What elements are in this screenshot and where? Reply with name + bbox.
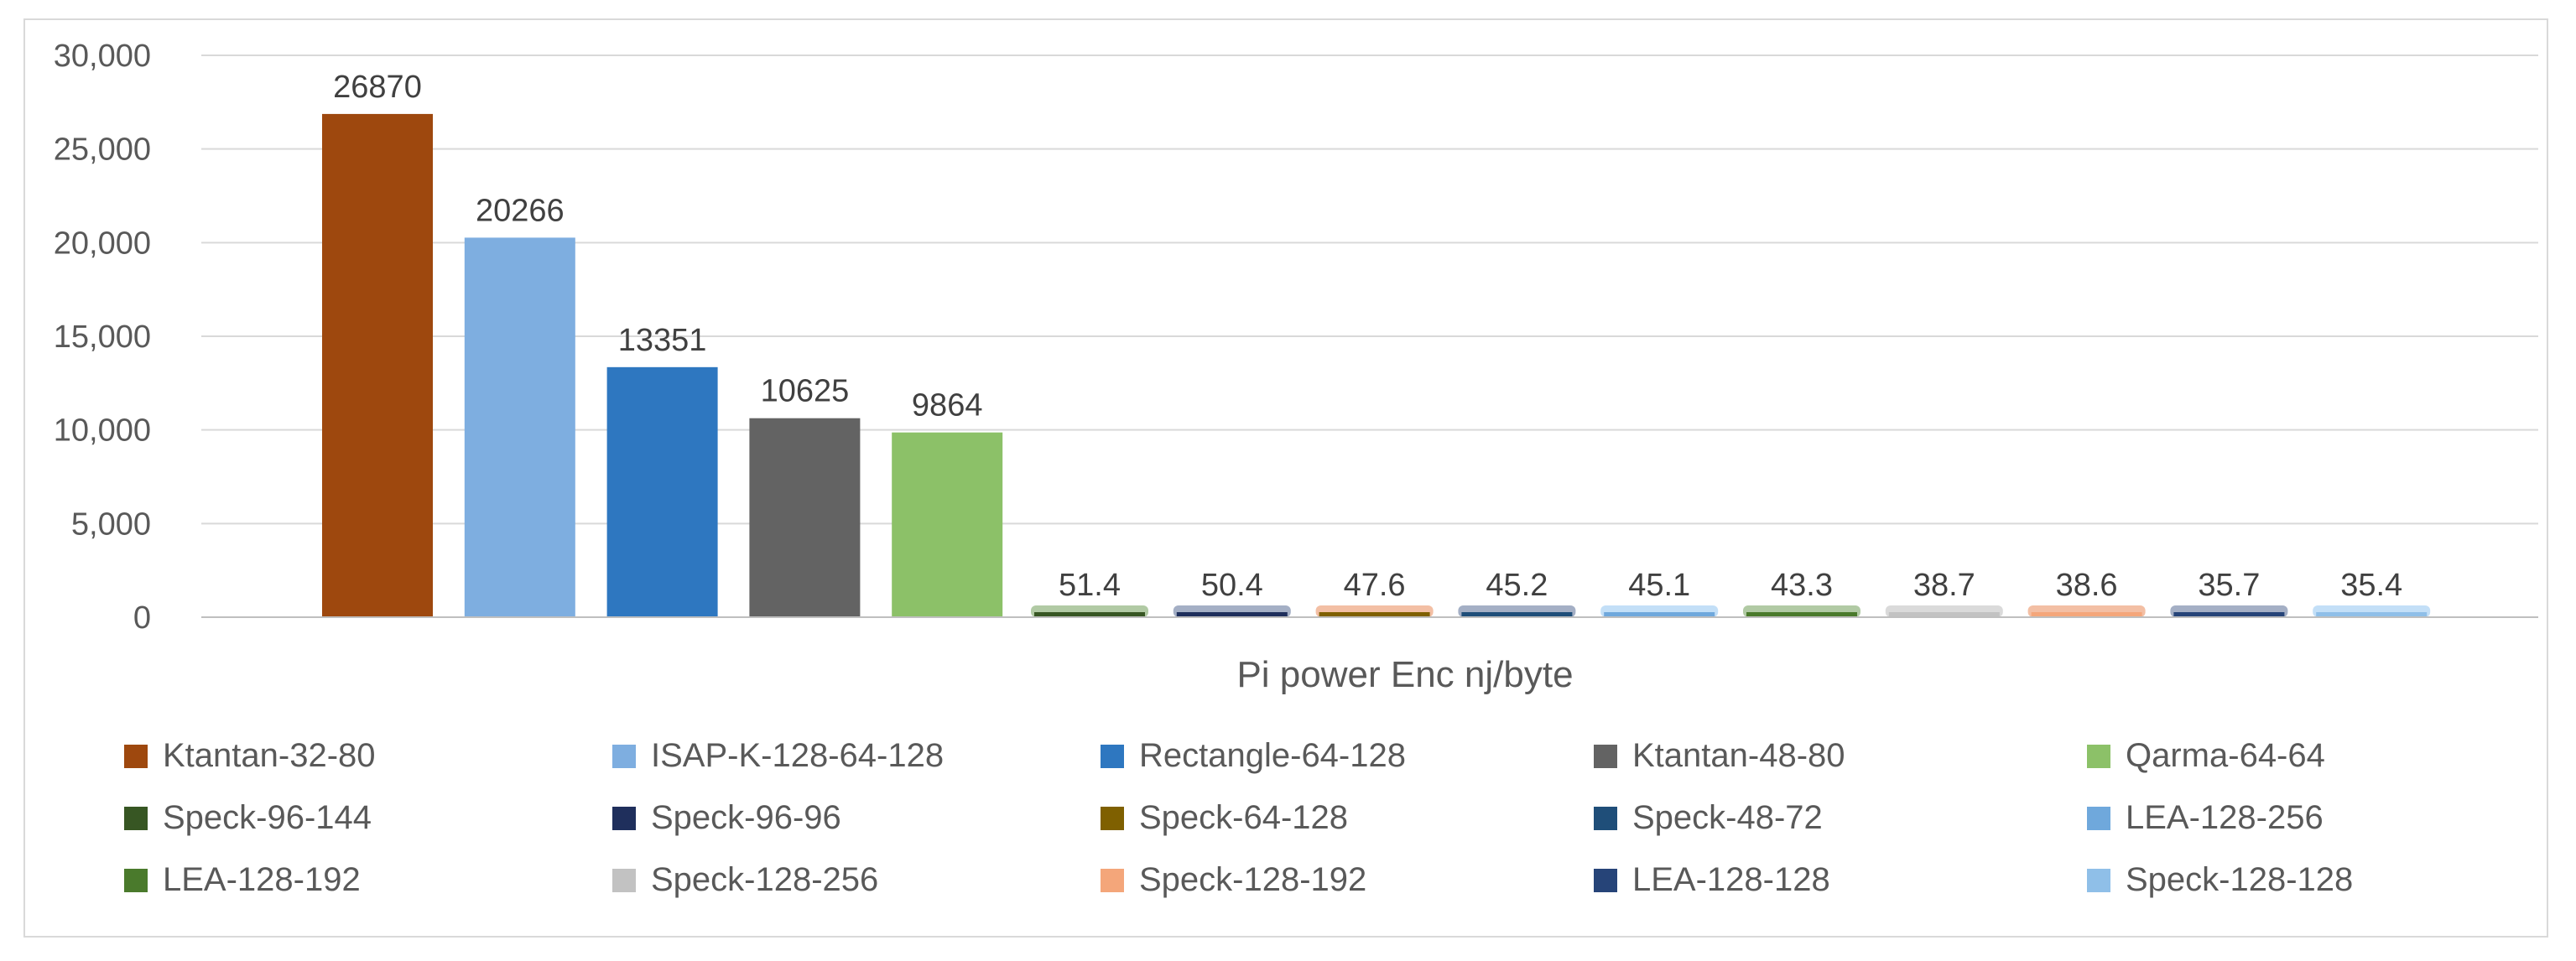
legend-label: Speck-128-256 [651, 861, 878, 898]
legend-label: Speck-128-192 [1139, 861, 1366, 898]
y-tick-label: 20,000 [54, 226, 151, 261]
legend-label: LEA-128-192 [163, 861, 361, 898]
legend-swatch [2087, 745, 2110, 768]
data-label: 45.1 [1628, 568, 1690, 603]
legend-label: Speck-48-72 [1632, 799, 1823, 836]
data-label: 26870 [333, 70, 422, 105]
y-tick-label: 5,000 [71, 506, 151, 542]
legend-swatch [1594, 745, 1617, 768]
gridlines [201, 55, 2538, 525]
legend-swatch [1101, 807, 1124, 830]
bar-isap-k-128-64-128 [464, 237, 575, 617]
bar-qarma-64-64 [892, 432, 1003, 617]
bar-rectangle-64-128 [606, 366, 718, 617]
y-tick-label: 10,000 [54, 413, 151, 449]
data-label: 35.4 [2340, 568, 2402, 603]
data-label: 13351 [618, 323, 707, 358]
bars [322, 113, 2431, 618]
data-label: 43.3 [1771, 568, 1833, 603]
bar-speck-96-144 [1034, 612, 1145, 617]
legend-label: Speck-96-96 [651, 799, 841, 836]
bar-chart: 0 5,000 10,000 15,000 20,000 25,000 30,000 268… [54, 39, 2538, 898]
legend-swatch [1594, 807, 1617, 830]
data-label: 38.7 [1913, 568, 1975, 603]
data-label: 35.7 [2198, 568, 2260, 603]
y-tick-label: 25,000 [54, 132, 151, 168]
data-label: 45.2 [1486, 568, 1548, 603]
legend-label: LEA-128-128 [1632, 861, 1830, 898]
data-label: 50.4 [1201, 568, 1263, 603]
data-labels: 26870 20266 13351 10625 9864 51.4 50.4 47.6 45.2… [333, 70, 2402, 603]
legend-swatch [2087, 807, 2110, 830]
chart-frame: 0 5,000 10,000 15,000 20,000 25,000 30,000 268… [23, 18, 2548, 938]
bar-speck-128-192 [2031, 612, 2142, 617]
legend-swatch [124, 807, 148, 830]
legend-label: Speck-128-128 [2126, 861, 2353, 898]
legend-label: LEA-128-256 [2126, 799, 2324, 836]
data-label: 51.4 [1059, 568, 1121, 603]
legend-swatch [124, 869, 148, 892]
data-label: 9864 [912, 388, 983, 423]
legend-label: Rectangle-64-128 [1139, 737, 1406, 774]
y-tick-label: 0 [133, 600, 151, 636]
legend-swatch [612, 745, 636, 768]
bar-ktantan-32-80 [322, 113, 433, 618]
legend-swatch [1594, 869, 1617, 892]
bar-lea-128-256 [1604, 612, 1715, 617]
legend-swatch [612, 807, 636, 830]
legend-swatch [2087, 869, 2110, 892]
legend-swatch [1101, 745, 1124, 768]
x-axis-title: Pi power Enc nj/byte [1236, 654, 1573, 695]
y-axis-ticks: 0 5,000 10,000 15,000 20,000 25,000 30,000 [54, 39, 151, 636]
legend-swatch [124, 745, 148, 768]
bar-lea-128-128 [2173, 612, 2285, 617]
y-tick-label: 15,000 [54, 319, 151, 355]
legend-label: Speck-96-144 [163, 799, 372, 836]
bar-speck-128-256 [1888, 612, 2000, 617]
legend-label: Ktantan-48-80 [1632, 737, 1845, 774]
legend-label: Speck-64-128 [1139, 799, 1348, 836]
bar-speck-96-96 [1176, 612, 1288, 617]
bar-speck-64-128 [1319, 612, 1430, 617]
legend-swatch [1101, 869, 1124, 892]
bar-speck-128-128 [2316, 612, 2428, 617]
data-label: 38.6 [2056, 568, 2118, 603]
legend-label: Qarma-64-64 [2126, 737, 2325, 774]
legend-label: ISAP-K-128-64-128 [651, 737, 944, 774]
bar-ktantan-48-80 [749, 418, 861, 617]
data-label: 10625 [761, 374, 850, 409]
data-label: 47.6 [1344, 568, 1406, 603]
y-tick-label: 30,000 [54, 39, 151, 74]
legend: Ktantan-32-80 ISAP-K-128-64-128 Rectangle-… [124, 737, 2353, 898]
data-label: 20266 [476, 193, 565, 228]
legend-swatch [612, 869, 636, 892]
bar-speck-48-72 [1461, 612, 1573, 617]
bar-lea-128-192 [1746, 612, 1857, 617]
legend-label: Ktantan-32-80 [163, 737, 376, 774]
